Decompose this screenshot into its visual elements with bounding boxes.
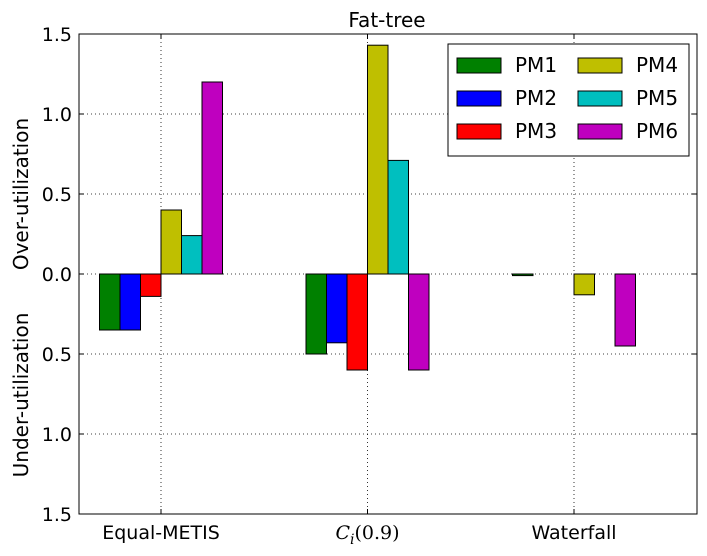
legend-swatch-pm5 bbox=[577, 90, 623, 107]
bar-pm4-0 bbox=[160, 209, 182, 275]
bar-pm1-1 bbox=[305, 273, 327, 355]
bar-pm3-1 bbox=[346, 273, 368, 371]
legend-swatch-pm1 bbox=[456, 57, 502, 74]
y-tick-labels: 1.5 1.0 0.5 0.0 0.5 1.0 1.5 bbox=[42, 24, 72, 526]
y-tick-label: 1.0 bbox=[42, 104, 72, 126]
y-tick-label: 0.5 bbox=[42, 344, 72, 366]
y-tick-label: 1.0 bbox=[42, 424, 72, 446]
y-tick-label: 1.5 bbox=[42, 504, 72, 526]
legend-label-pm2: PM2 bbox=[515, 86, 557, 110]
bar-pm1-0 bbox=[99, 273, 121, 331]
legend-label-pm4: PM4 bbox=[636, 53, 678, 77]
x-tick-label: Ci(0.9) bbox=[335, 522, 399, 548]
bars bbox=[99, 44, 636, 371]
legend-swatch-pm6 bbox=[577, 123, 623, 140]
y-tick-label: 1.5 bbox=[42, 24, 72, 46]
y-tick-label: 0.5 bbox=[42, 184, 72, 206]
legend-label-pm5: PM5 bbox=[636, 86, 678, 110]
legend-swatch-pm2 bbox=[456, 90, 502, 107]
bar-pm6-1 bbox=[408, 273, 430, 371]
ticks bbox=[79, 33, 697, 515]
bar-pm4-2 bbox=[573, 273, 595, 296]
bar-pm5-1 bbox=[387, 159, 409, 275]
bar-pm6-0 bbox=[201, 81, 223, 275]
bar-pm3-0 bbox=[140, 273, 162, 297]
legend-label-pm1: PM1 bbox=[515, 53, 557, 77]
legend-swatch-pm4 bbox=[577, 57, 623, 74]
y-tick-label: 0.0 bbox=[42, 264, 72, 286]
bar-pm2-1 bbox=[326, 273, 348, 344]
legend-swatch-pm3 bbox=[456, 123, 502, 140]
x-tick-label: Waterfall bbox=[531, 522, 616, 544]
x-tick-label: Equal-METIS bbox=[102, 522, 220, 544]
legend: PM1 PM2 PM3 PM4 PM5 PM6 bbox=[447, 43, 690, 157]
bar-pm5-0 bbox=[181, 235, 203, 275]
y-axis-label-bottom: Under-utilization bbox=[9, 313, 33, 478]
legend-label-pm6: PM6 bbox=[636, 119, 678, 143]
bar-pm1-2 bbox=[512, 273, 534, 277]
bar-pm2-0 bbox=[119, 273, 141, 331]
chart-title: Fat-tree bbox=[348, 8, 425, 32]
y-axis-label-top: Over-utilization bbox=[9, 118, 33, 270]
bar-pm4-1 bbox=[367, 44, 389, 275]
x-tick-labels: Equal-METIS Ci(0.9) Waterfall bbox=[102, 522, 616, 548]
legend-label-pm3: PM3 bbox=[515, 119, 557, 143]
bar-pm6-2 bbox=[614, 273, 636, 347]
